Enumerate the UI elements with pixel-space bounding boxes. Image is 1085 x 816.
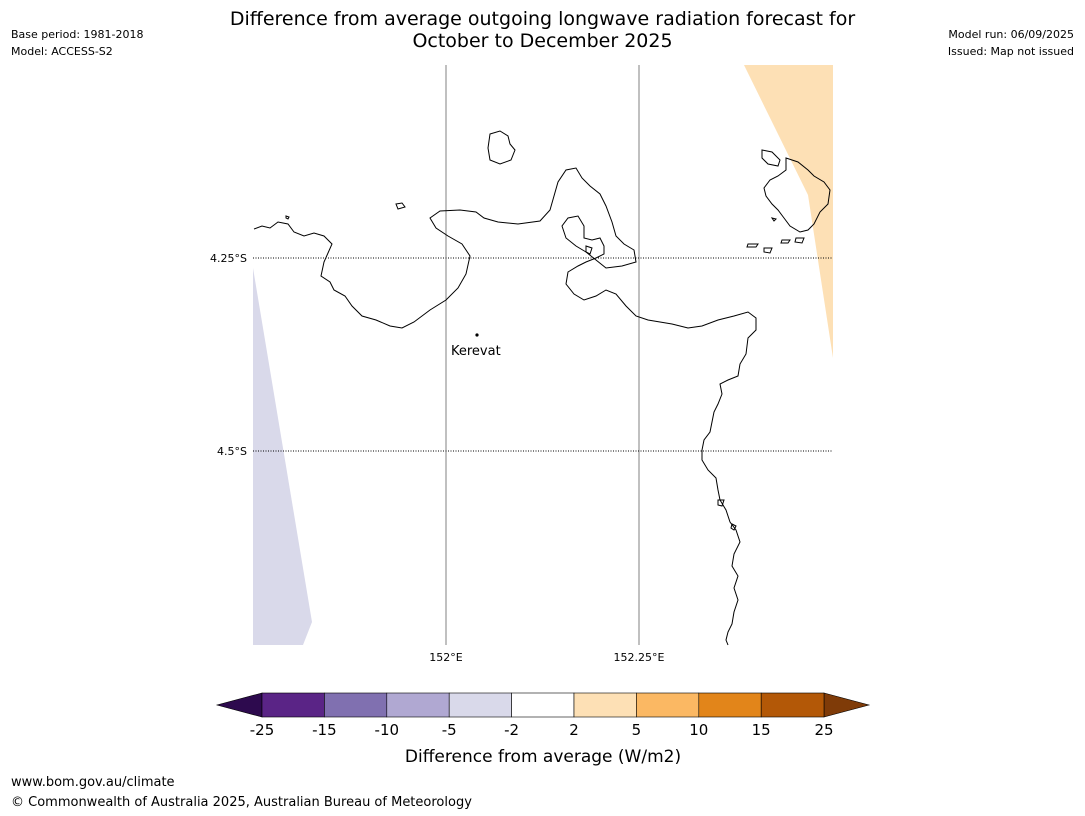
colorbar-tick-label: 25 — [814, 721, 833, 739]
colorbar-box-4 — [448, 692, 512, 718]
lat-label-4-5s: 4.5°S — [217, 445, 247, 458]
colorbar-tick-label: -15 — [312, 721, 337, 739]
colorbar-box-1 — [261, 692, 325, 718]
coastline — [253, 130, 831, 646]
base-period-label: Base period: 1981-2018 — [11, 28, 144, 41]
colorbar-tick-label: -2 — [504, 721, 519, 739]
colorbar-box-8 — [698, 692, 762, 718]
colorbar: -25 -15 -10 -5 -2 2 5 10 15 25 Differenc… — [215, 692, 871, 767]
colorbar-box-9 — [760, 692, 825, 718]
colorbar-box-5 — [511, 692, 575, 718]
colorbar-tick-label: -10 — [375, 721, 400, 739]
colorbar-box-6 — [573, 692, 637, 718]
footer-url: www.bom.gov.au/climate — [11, 775, 175, 790]
colorbar-title: Difference from average (W/m2) — [405, 747, 681, 767]
colorbar-tick-label: 10 — [689, 721, 708, 739]
model-run-label: Model run: 06/09/2025 — [948, 28, 1074, 41]
colorbar-box-2 — [324, 692, 388, 718]
colorbar-tick-label: 2 — [569, 721, 579, 739]
colorbar-box-7 — [636, 692, 700, 718]
title-line-2: October to December 2025 — [412, 30, 673, 52]
anomaly-fill-positive — [744, 65, 833, 358]
colorbar-tick-label: 15 — [752, 721, 771, 739]
colorbar-tick-label: -25 — [250, 721, 275, 739]
kerevat-label: Kerevat — [451, 344, 501, 359]
anomaly-fill-negative — [253, 268, 312, 645]
map-title: Difference from average outgoing longwav… — [0, 8, 1085, 52]
lat-label-4-25s: 4.25°S — [210, 252, 247, 265]
colorbar-box-3 — [386, 692, 450, 718]
model-label: Model: ACCESS-S2 — [11, 45, 113, 58]
issued-label: Issued: Map not issued — [947, 45, 1074, 58]
title-line-1: Difference from average outgoing longwav… — [229, 8, 856, 30]
colorbar-tick-label: 5 — [632, 721, 642, 739]
lon-label-152-25e: 152.25°E — [614, 651, 665, 664]
lon-label-152e: 152°E — [429, 651, 462, 664]
colorbar-extend-low — [215, 692, 263, 718]
colorbar-tick-label: -5 — [442, 721, 457, 739]
footer-copyright: © Commonwealth of Australia 2025, Austra… — [11, 795, 472, 810]
kerevat-marker — [475, 333, 479, 337]
colorbar-extend-high — [823, 692, 871, 718]
